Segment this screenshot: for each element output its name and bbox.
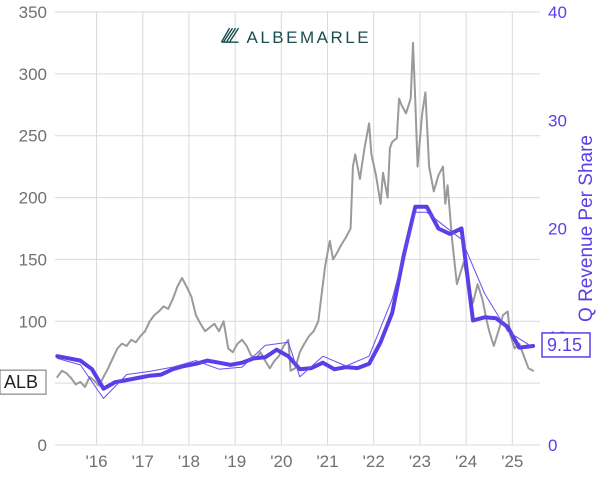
x-tick: '23 [409,452,431,471]
y-left-tick: 350 [19,3,47,22]
y-right-label: Q Revenue Per Share [576,135,597,322]
value-text: 9.15 [547,335,582,355]
x-tick: '22 [363,452,385,471]
ticker-text: ALB [4,372,38,392]
x-tick: '17 [132,452,154,471]
y-right-tick: 40 [548,3,567,22]
x-tick: '25 [501,452,523,471]
x-tick: '24 [455,452,477,471]
x-tick: '20 [270,452,292,471]
x-tick: '16 [85,452,107,471]
chart-svg: 050100150200250300350010203040'16'17'18'… [0,0,600,500]
y-left-tick: 300 [19,65,47,84]
y-left-tick: 100 [19,312,47,331]
x-tick: '21 [316,452,338,471]
y-left-tick: 0 [38,436,47,455]
y-left-tick: 200 [19,189,47,208]
y-left-tick: 150 [19,250,47,269]
x-tick: '18 [178,452,200,471]
logo-text: ALBEMARLE [247,28,372,47]
y-right-tick: 20 [548,220,567,239]
y-left-tick: 250 [19,127,47,146]
y-right-tick: 0 [548,436,557,455]
y-right-tick: 30 [548,111,567,130]
chart-container: 050100150200250300350010203040'16'17'18'… [0,0,600,500]
x-tick: '19 [224,452,246,471]
